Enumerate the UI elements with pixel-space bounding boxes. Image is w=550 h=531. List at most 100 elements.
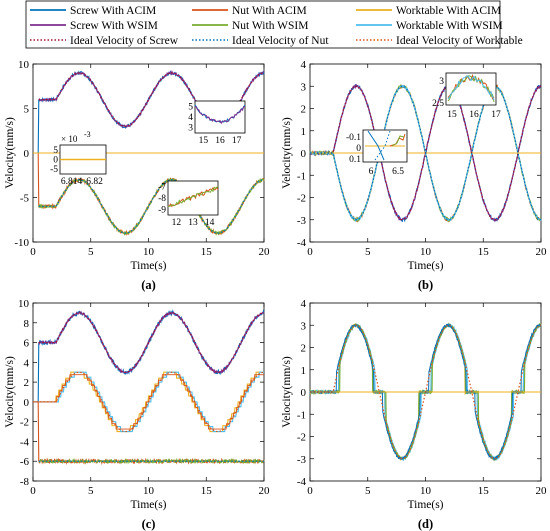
panel-d: 0 5 10 15 20 -4 -3 -2 -1 0 1 2 3 4 Time(s) Velocity(mm/… [281, 298, 547, 531]
nut-startup [37, 401, 40, 462]
y-tick-label: 0 [24, 148, 30, 160]
y-axis-label: Velocity(mm/s) [4, 117, 16, 189]
y-tick-label: 4 [301, 59, 307, 71]
ideal-screw-line [38, 72, 265, 127]
y-tick-label: 2 [24, 377, 30, 389]
x-tick-label: 15 [201, 485, 213, 497]
panel-a: 0 5 10 15 20-10-50510Time(s)Velocity(mm/s)(a… [4, 59, 270, 292]
y-tick-label: -2 [297, 432, 306, 444]
legend: Screw With ACIM Nut With ACIM Worktable Wi… [25, 0, 523, 49]
ideal-worktable-line [310, 324, 542, 460]
inset-x-tick-label: 15 [199, 136, 209, 146]
y-tick-label: -1 [297, 409, 306, 421]
y-tick-label: 0 [301, 387, 307, 399]
x-tick-label: 20 [536, 485, 548, 497]
legend-label: Screw With ACIM [70, 5, 156, 17]
inset-box [167, 180, 219, 216]
inset-x-tick-label: 14 [205, 218, 215, 228]
x-axis-label: Time(s) [408, 499, 444, 511]
legend-label: Worktable With ACIM [396, 5, 501, 17]
y-tick-label: -1 [297, 170, 306, 182]
x-tick-label: 20 [536, 246, 548, 258]
y-tick-label: 3 [301, 320, 307, 332]
y-tick-label: -5 [20, 193, 30, 205]
inset-y-tick-label: -7 [158, 183, 166, 193]
y-tick-label: -4 [297, 237, 307, 249]
inset-y-tick-label: 4 [188, 113, 193, 123]
x-axis-label: Time(s) [131, 499, 167, 511]
legend-label: Ideal Velocity of Screw [70, 35, 179, 47]
inset-x-tick-label: 13 [188, 218, 198, 228]
inset-series [447, 75, 495, 101]
inset-x-tick-label: 16 [469, 110, 479, 120]
y-tick-label: -2 [20, 417, 29, 429]
legend-label: Worktable With WSIM [396, 20, 503, 32]
nut-wsim-line [38, 457, 265, 465]
inset-y-tick-label: 2.5 [432, 99, 444, 109]
y-tick-label: 8 [24, 318, 30, 330]
ideal-nut-line [310, 85, 542, 221]
inset-x-tick-label: 6 [369, 167, 374, 177]
y-tick-label: 6 [24, 338, 30, 350]
x-tick-label: 5 [365, 246, 371, 258]
legend-label: Nut With WSIM [232, 20, 308, 32]
inset: 12 13 14 -9-8-7 [158, 180, 219, 228]
x-tick-label: 5 [88, 485, 94, 497]
x-tick-label: 20 [259, 246, 271, 258]
inset-nut-wsim [391, 135, 405, 147]
inset: 6 6.5 -0.100.1 [346, 129, 408, 177]
x-axis-label: Time(s) [131, 260, 167, 272]
y-tick-label: -6 [20, 456, 30, 468]
inset-x-tick-label: 12 [172, 218, 182, 228]
worktable-acim-line [33, 371, 264, 433]
y-tick-label: -3 [297, 454, 307, 466]
y-tick-label: -4 [20, 436, 30, 448]
x-tick-label: 0 [307, 485, 313, 497]
inset-series [447, 75, 495, 103]
inset: 6.814 6.82 -505 [50, 144, 107, 187]
ideal-screw-line [38, 312, 265, 373]
y-tick-label: -2 [297, 193, 306, 205]
x-tick-label: 15 [201, 246, 213, 258]
y-axis-label: Velocity(mm/s) [281, 356, 293, 428]
ideal-nut-line [38, 179, 265, 234]
panel-b: 0 5 10 15 20 -4 -3 -2 -1 0 1 2 3 4 Time(s) Velocity(mm/… [281, 59, 547, 292]
x-tick-label: 0 [307, 246, 313, 258]
inset-y-tick-label: -8 [158, 194, 166, 204]
panel-label: (b) [418, 278, 433, 292]
panel-label: (d) [418, 517, 433, 531]
inset-y-tick-label: 5 [53, 146, 58, 156]
y-tick-label: 3 [301, 81, 307, 93]
y-tick-label: -8 [20, 476, 30, 488]
x-tick-label: 5 [88, 246, 94, 258]
inset-x-tick-label: 15 [447, 110, 457, 120]
inset-y-tick-label: 3 [188, 124, 193, 134]
legend-label: Nut With ACIM [232, 5, 307, 17]
inset-x-tick-label: 16 [215, 136, 225, 146]
y-tick-label: 0 [24, 397, 30, 409]
legend-label: Ideal Velocity of Worktable [396, 35, 523, 47]
x-tick-label: 15 [478, 485, 490, 497]
inset-x-tick-label: 6.82 [86, 177, 103, 187]
y-tick-label: 0 [301, 148, 307, 160]
y-tick-label: 1 [301, 365, 307, 377]
panel-label: (a) [141, 278, 156, 292]
y-tick-label: -10 [14, 237, 29, 249]
y-tick-label: 5 [24, 104, 30, 116]
inset-screw-wsim [194, 105, 245, 125]
inset-exponent: × 10 [61, 134, 78, 144]
x-tick-label: 10 [420, 485, 432, 497]
y-tick-label: 10 [18, 59, 30, 71]
x-tick-label: 20 [259, 485, 271, 497]
y-tick-label: -4 [297, 476, 307, 488]
inset: 15 16 17 2.5 3 [432, 72, 501, 120]
y-tick-label: 1 [301, 126, 307, 138]
y-axis-label: Velocity(mm/s) [4, 356, 16, 428]
legend-label: Ideal Velocity of Nut [232, 35, 329, 47]
inset-x-tick-label: 17 [232, 136, 242, 146]
legend-label: Screw With WSIM [70, 20, 158, 32]
x-tick-label: 15 [478, 246, 490, 258]
x-tick-label: 0 [30, 485, 36, 497]
inset: 15 16 17 345 [188, 100, 246, 146]
